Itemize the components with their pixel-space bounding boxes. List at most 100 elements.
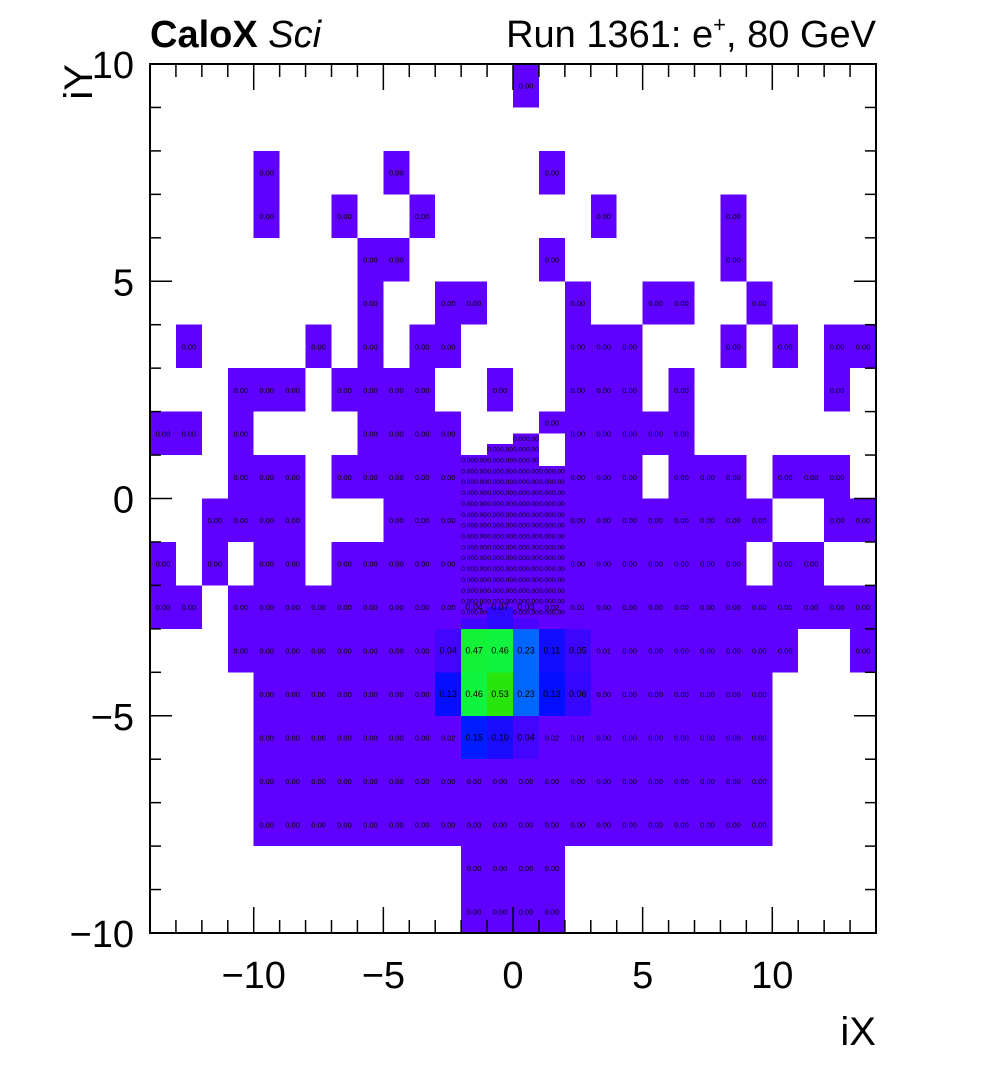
bin-value-label: 0.00 [233,429,248,438]
bin-value-label: 0.00 [389,256,404,265]
heatmap-bin [331,672,358,716]
heatmap-bin [461,455,475,466]
heatmap-bin [513,552,526,564]
bin-value-label: 0.00 [526,479,539,486]
heatmap-bin [513,444,526,456]
bin-value-label: 0.00 [752,690,767,699]
bin-value-label: 0.00 [285,560,300,569]
bin-value-label: 0.00 [674,473,689,482]
bin-value-label: 0.00 [539,523,552,530]
bin-value-label: 0.00 [259,690,274,699]
bin-value-label: 0.00 [513,457,526,464]
heatmap-bin [474,541,488,553]
heatmap-bin [461,802,488,847]
bin-value-label: 0.53 [491,689,509,699]
bin-value-label: 0.00 [622,560,637,569]
bin-value-label: 0.00 [474,468,487,475]
bin-value-label: 0.00 [596,516,611,525]
bin-value-label: 0.00 [182,342,197,351]
heatmap-bin [409,541,436,586]
bin-value-label: 0.00 [539,599,552,606]
heatmap-bin [694,802,721,847]
heatmap-bin [746,802,773,847]
bin-value-label: 0.00 [285,733,300,742]
heatmap-bin [383,455,410,499]
heatmap-bin [513,802,539,847]
bin-value-label: 0.00 [545,256,560,265]
heatmap-bin [746,715,773,760]
heatmap-bin [551,476,565,488]
heatmap-bin [227,628,254,673]
bin-value-label: 0.00 [752,647,767,656]
bin-value-label: 0.00 [233,386,248,395]
bin-value-label: 0.00 [552,479,565,486]
bin-value-label: 0.00 [487,512,500,519]
heatmap-bin [227,455,254,499]
heatmap-bin [150,411,176,456]
heatmap-bin [513,433,526,445]
bin-value-label: 0.00 [648,647,663,656]
bin-value-label: 0.00 [363,647,378,656]
bin-value-label: 0.00 [474,588,487,595]
bin-value-label: 0.00 [389,169,404,178]
bin-value-label: 0.00 [513,468,526,475]
heatmap-bin [642,628,669,673]
heatmap-bin [668,759,695,803]
heatmap-bin [357,715,384,760]
bin-value-label: 0.00 [648,516,663,525]
heatmap-bin [642,498,669,542]
heatmap-bin [668,498,695,542]
heatmap-bin [616,802,643,847]
heatmap-bin [474,455,488,466]
heatmap-bin [694,672,721,716]
bin-value-label: 0.00 [415,603,430,612]
bin-value-label: 0.04 [517,732,535,742]
heatmap-bin [746,281,773,325]
heatmap-bin [253,541,280,586]
heatmap-bin [525,498,539,510]
bin-value-label: 0.00 [526,490,539,497]
heatmap-bin [525,541,539,553]
heatmap-bin [564,802,591,847]
bin-value-label: 0.00 [648,429,663,438]
heatmap-bin [694,498,721,542]
bin-value-label: 0.00 [487,599,500,606]
heatmap-bin [253,672,280,716]
bin-value-label: 0.00 [467,907,482,916]
bin-value-label: 0.00 [830,473,845,482]
heatmap-bin [474,607,488,618]
heatmap-bin [720,324,747,369]
bin-value-label: 0.00 [389,560,404,569]
heatmap-bin [668,281,695,325]
bin-value-label: 0.00 [539,544,552,551]
bin-value-label: 0.00 [389,603,404,612]
bin-value-label: 0.00 [856,342,871,351]
heatmap-bin [525,607,539,618]
bin-value-label: 0.00 [526,544,539,551]
heatmap-bin [474,498,488,510]
heatmap-bin [538,476,552,488]
heatmap-bin [538,541,552,553]
bin-value-label: 0.00 [259,169,274,178]
heatmap-bin [513,541,526,553]
bin-value-label: 0.00 [441,560,456,569]
heatmap-bin [474,520,488,532]
bin-value-label: 0.00 [526,610,539,617]
bin-value-label: 0.00 [259,603,274,612]
heatmap-bin [824,324,851,369]
bin-value-label: 0.00 [622,603,637,612]
bin-value-label: 0.00 [461,501,474,508]
bin-value-label: 0.00 [526,588,539,595]
bin-value-label: 0.00 [596,473,611,482]
bin-value-label: 0.00 [648,690,663,699]
bin-value-label: 0.00 [474,555,487,562]
bin-value-label: 0.00 [513,588,526,595]
bin-value-label: 0.00 [648,820,663,829]
heatmap-bin [253,150,280,195]
heatmap-bin [590,411,617,456]
bin-value-label: 0.00 [493,864,508,873]
bin-value-label: 0.00 [156,603,171,612]
bin-value-label: 0.07 [491,602,509,612]
bin-value-label: 0.00 [526,447,539,454]
bin-value-label: 0.00 [752,820,767,829]
